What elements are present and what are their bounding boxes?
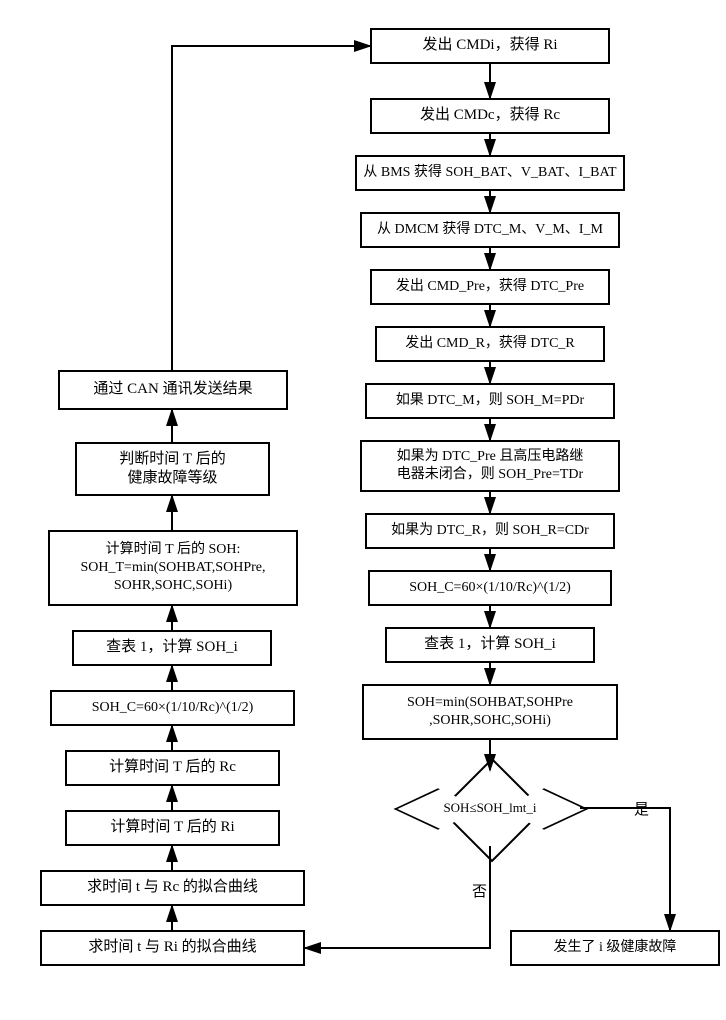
node-r5: 发出 CMD_Pre，获得 DTC_Pre — [370, 269, 610, 305]
label: 查表 1，计算 SOH_i — [424, 635, 556, 655]
label: 求时间 t 与 Rc 的拟合曲线 — [87, 878, 258, 898]
label: 从 DMCM 获得 DTC_M、V_M、I_M — [377, 221, 603, 239]
node-r11: 查表 1，计算 SOH_i — [385, 627, 595, 663]
node-l1: 求时间 t 与 Ri 的拟合曲线 — [40, 930, 305, 966]
label: 查表 1，计算 SOH_i — [106, 638, 238, 658]
node-r2: 发出 CMDc，获得 Rc — [370, 98, 610, 134]
node-r12: SOH=min(SOHBAT,SOHPre ,SOHR,SOHC,SOHi) — [362, 684, 618, 740]
edge-yes-label: 是 — [632, 798, 651, 819]
node-r9: 如果为 DTC_R，则 SOH_R=CDr — [365, 513, 615, 549]
label: 发出 CMDi，获得 Ri — [422, 36, 557, 56]
node-r6: 发出 CMD_R，获得 DTC_R — [375, 326, 605, 362]
flowchart-canvas: 发出 CMDi，获得 Ri 发出 CMDc，获得 Rc 从 BMS 获得 SOH… — [10, 10, 726, 1010]
node-d1: SOH≤SOH_lmt_i — [400, 768, 580, 848]
node-r3: 从 BMS 获得 SOH_BAT、V_BAT、I_BAT — [355, 155, 625, 191]
node-l2: 求时间 t 与 Rc 的拟合曲线 — [40, 870, 305, 906]
label: 判断时间 T 后的 健康故障等级 — [119, 450, 225, 489]
label: SOH_C=60×(1/10/Rc)^(1/2) — [409, 579, 571, 597]
node-l9: 通过 CAN 通讯发送结果 — [58, 370, 288, 410]
node-r10: SOH_C=60×(1/10/Rc)^(1/2) — [368, 570, 612, 606]
label: 如果为 DTC_R，则 SOH_R=CDr — [391, 522, 589, 540]
label: 如果 DTC_M，则 SOH_M=PDr — [396, 392, 584, 410]
label: SOH≤SOH_lmt_i — [443, 800, 536, 816]
label: 发出 CMD_Pre，获得 DTC_Pre — [396, 278, 584, 296]
node-l4: 计算时间 T 后的 Rc — [65, 750, 280, 786]
label: 计算时间 T 后的 SOH: SOH_T=min(SOHBAT,SOHPre, … — [81, 541, 266, 596]
node-r13: 发生了 i 级健康故障 — [510, 930, 720, 966]
label: 发生了 i 级健康故障 — [554, 939, 677, 957]
label: 从 BMS 获得 SOH_BAT、V_BAT、I_BAT — [363, 164, 616, 182]
node-r4: 从 DMCM 获得 DTC_M、V_M、I_M — [360, 212, 620, 248]
node-l8: 判断时间 T 后的 健康故障等级 — [75, 442, 270, 496]
edge-no-label: 否 — [470, 880, 489, 901]
label: 发出 CMDc，获得 Rc — [420, 106, 560, 126]
node-l7: 计算时间 T 后的 SOH: SOH_T=min(SOHBAT,SOHPre, … — [48, 530, 298, 606]
label: 通过 CAN 通讯发送结果 — [93, 380, 252, 400]
label: 计算时间 T 后的 Ri — [110, 818, 234, 838]
label: 发出 CMD_R，获得 DTC_R — [405, 335, 575, 353]
node-l3: 计算时间 T 后的 Ri — [65, 810, 280, 846]
label: 计算时间 T 后的 Rc — [109, 758, 236, 778]
node-r8: 如果为 DTC_Pre 且高压电路继 电器未闭合，则 SOH_Pre=TDr — [360, 440, 620, 492]
node-r7: 如果 DTC_M，则 SOH_M=PDr — [365, 383, 615, 419]
node-l5: SOH_C=60×(1/10/Rc)^(1/2) — [50, 690, 295, 726]
label: 求时间 t 与 Ri 的拟合曲线 — [88, 938, 256, 958]
label: SOH_C=60×(1/10/Rc)^(1/2) — [92, 699, 254, 717]
label: SOH=min(SOHBAT,SOHPre ,SOHR,SOHC,SOHi) — [407, 694, 573, 730]
label: 如果为 DTC_Pre 且高压电路继 电器未闭合，则 SOH_Pre=TDr — [397, 448, 584, 484]
node-l6: 查表 1，计算 SOH_i — [72, 630, 272, 666]
node-r1: 发出 CMDi，获得 Ri — [370, 28, 610, 64]
